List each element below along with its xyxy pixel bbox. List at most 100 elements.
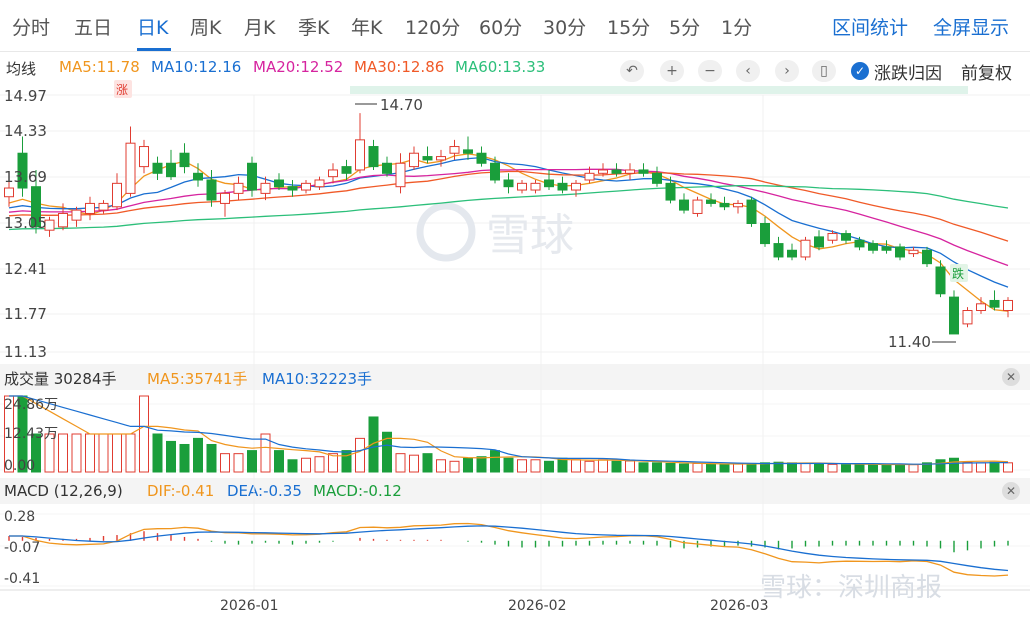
tab-monthly-k[interactable]: 月K (244, 17, 276, 39)
volume-bar (139, 395, 149, 473)
attribution-checkbox-icon[interactable]: ✓ (851, 62, 869, 80)
fullscreen-link[interactable]: 全屏显示 (933, 17, 1010, 39)
volume-bar (679, 463, 689, 473)
watermark-corner-text: 雪球：深圳商报 (760, 573, 942, 603)
dif-line (9, 522, 1009, 577)
undo-icon[interactable]: ↶ (620, 60, 644, 82)
adjust-dropdown[interactable]: 前复权 (961, 64, 1012, 84)
tab-five-day[interactable]: 五日 (74, 17, 113, 39)
ma20-legend: MA20:12.52 (253, 58, 344, 76)
volume-bar (220, 453, 230, 473)
volume-bar (179, 443, 190, 473)
volume-bar (355, 437, 365, 473)
volume-bar (625, 460, 635, 473)
volume-bar (881, 464, 892, 473)
volume-bar (98, 433, 109, 473)
volume-bar (962, 461, 973, 473)
tab-30min[interactable]: 30分 (543, 17, 587, 39)
candle-body (71, 209, 82, 221)
candle-body (449, 146, 460, 154)
price-tick: 14.33 (4, 122, 47, 140)
volume-bar (989, 461, 1000, 473)
candle-icon[interactable]: ▯ (812, 60, 836, 82)
candle-body (490, 162, 500, 181)
candle-body (989, 299, 1000, 308)
tab-120min[interactable]: 120分 (405, 17, 461, 39)
candle-body (679, 199, 689, 211)
volume-bar (44, 433, 55, 473)
tab-quarterly-k[interactable]: 季K (298, 17, 330, 39)
candle-body (247, 162, 257, 191)
tab-60min[interactable]: 60分 (479, 17, 523, 39)
volume-bar (301, 457, 311, 473)
volume-bar (449, 460, 460, 473)
candle-body (638, 169, 649, 174)
candle-body (854, 239, 865, 248)
candle-body (314, 179, 325, 188)
scroll-left-icon[interactable]: ‹ (736, 60, 760, 82)
candle-body (517, 182, 527, 191)
volume-bar (719, 463, 730, 473)
tab-weekly-k[interactable]: 周K (190, 17, 222, 39)
price-tick: 12.41 (4, 260, 47, 278)
scroll-right-icon[interactable]: › (775, 60, 799, 82)
zoom-out-icon[interactable]: − (698, 60, 722, 82)
range-highlight-bar (350, 86, 968, 94)
volume-bar (638, 462, 649, 473)
candle-body (935, 266, 946, 295)
volume-bar (193, 437, 203, 473)
volume-bar (1003, 462, 1013, 473)
candle-body (220, 192, 230, 204)
macd-title: MACD (12,26,9) (4, 482, 123, 500)
candle-body (598, 169, 608, 174)
watermark-text: 雪球 (486, 210, 574, 261)
tab-daily-k[interactable]: 日K (137, 17, 169, 39)
candle-body (166, 162, 176, 178)
tab-1min[interactable]: 1分 (721, 17, 753, 39)
tab-5min[interactable]: 5分 (669, 17, 701, 39)
volume-bar (166, 440, 176, 473)
candle-body (652, 172, 662, 184)
volume-bar (557, 457, 568, 473)
candle-body (260, 182, 271, 194)
candle-body (4, 187, 14, 198)
macd-tick: 0.28 (4, 509, 35, 525)
candle-body (557, 182, 568, 191)
candle-body (814, 236, 824, 248)
candle-body (868, 243, 878, 251)
candle-body (625, 169, 635, 174)
attribution-label[interactable]: 涨跌归因 (874, 64, 942, 84)
up-tag: 涨 (116, 82, 128, 97)
date-tick: 2026-03 (710, 598, 769, 614)
volume-bar (368, 416, 379, 473)
volume-bar (17, 395, 28, 473)
ma60-legend: MA60:13.33 (455, 58, 546, 76)
ma5-legend: MA5:11.78 (59, 58, 140, 76)
candle-body (112, 182, 122, 208)
zoom-in-icon[interactable]: + (660, 60, 684, 82)
candle-body (152, 162, 163, 174)
macd-panel-header: MACD (12,26,9) DIF:-0.41 DEA:-0.35 MACD:… (0, 478, 1030, 504)
ma-legend-title: 均线 (6, 60, 37, 78)
close-macd-icon[interactable]: ✕ (1002, 482, 1020, 500)
price-tick: 13.69 (4, 168, 47, 186)
down-tag-badge (950, 264, 968, 282)
candle-body (584, 172, 595, 181)
candle-body (139, 146, 149, 168)
ma10-legend: MA10:12.16 (151, 58, 242, 76)
tab-yearly-k[interactable]: 年K (351, 17, 383, 39)
volume-bar (530, 459, 541, 473)
volume-bar (152, 433, 163, 473)
candle-body (665, 182, 676, 201)
candle-body (382, 162, 392, 174)
range-stats-link[interactable]: 区间统计 (832, 17, 909, 39)
candle-body (503, 179, 514, 188)
close-volume-icon[interactable]: ✕ (1002, 368, 1020, 386)
candle-body (422, 156, 433, 161)
tab-15min[interactable]: 15分 (607, 17, 651, 39)
candle-body (193, 172, 203, 181)
tab-intraday[interactable]: 分时 (12, 17, 51, 39)
candle-body (476, 152, 487, 164)
candle-body (760, 223, 770, 245)
